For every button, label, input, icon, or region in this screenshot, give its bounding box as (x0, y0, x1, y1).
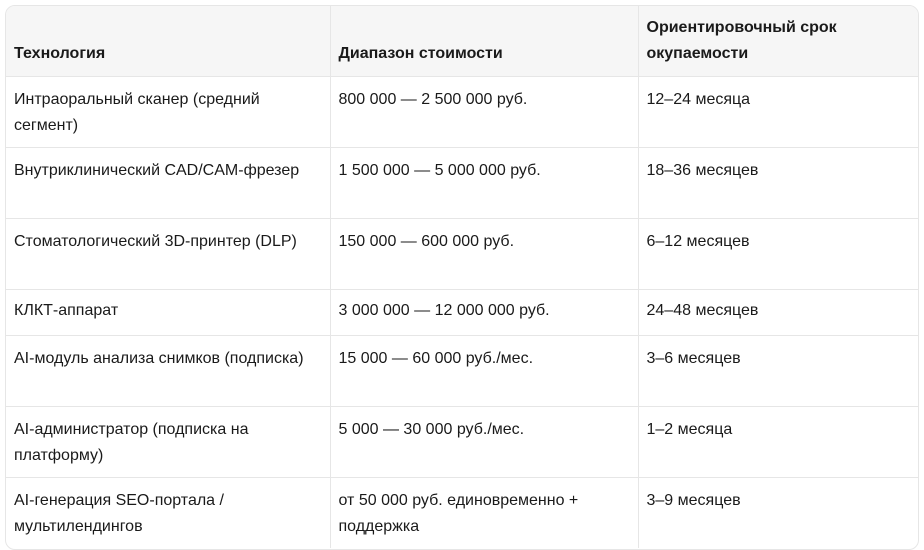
cell-cost-range: 5 000 — 30 000 руб./мес. (330, 406, 639, 478)
table-row: Стоматологический 3D-принтер (DLP) 150 0… (6, 218, 918, 290)
cell-cost-range: 800 000 — 2 500 000 руб. (330, 76, 639, 148)
cell-technology: AI-администратор (подписка на платформу) (6, 406, 331, 478)
cell-technology: Внутриклинический CAD/CAM-фрезер (6, 147, 331, 219)
table-row: Интраоральный сканер (средний сегмент) 8… (6, 76, 918, 148)
cell-cost-range: 3 000 000 — 12 000 000 руб. (330, 289, 639, 336)
cell-cost-range: 150 000 — 600 000 руб. (330, 218, 639, 290)
cell-payback-period: 24–48 месяцев (638, 289, 918, 336)
header-technology: Технология (6, 6, 331, 77)
cell-cost-range: от 50 000 руб. единовременно + поддержка (330, 477, 639, 548)
cost-payback-table: Технология Диапазон стоимости Ориентиров… (6, 6, 918, 548)
header-payback-period: Ориентировочный срок окупаемости (638, 6, 918, 77)
cell-cost-range: 1 500 000 — 5 000 000 руб. (330, 147, 639, 219)
cell-cost-range: 15 000 — 60 000 руб./мес. (330, 335, 639, 407)
cell-technology: AI-модуль анализа снимков (подписка) (6, 335, 331, 407)
table-header: Технология Диапазон стоимости Ориентиров… (6, 6, 918, 77)
cell-technology: КЛКТ-аппарат (6, 289, 331, 336)
cell-payback-period: 18–36 месяцев (638, 147, 918, 219)
table-row: AI-администратор (подписка на платформу)… (6, 406, 918, 478)
cell-technology: Интраоральный сканер (средний сегмент) (6, 76, 331, 148)
cell-payback-period: 1–2 месяца (638, 406, 918, 478)
table-body: Интраоральный сканер (средний сегмент) 8… (6, 76, 918, 548)
cell-payback-period: 6–12 месяцев (638, 218, 918, 290)
cell-technology: AI-генерация SEO-портала / мультилендинг… (6, 477, 331, 548)
cell-payback-period: 3–6 месяцев (638, 335, 918, 407)
table-row: AI-генерация SEO-портала / мультилендинг… (6, 477, 918, 548)
header-row: Технология Диапазон стоимости Ориентиров… (6, 6, 918, 77)
cell-payback-period: 12–24 месяца (638, 76, 918, 148)
cell-payback-period: 3–9 месяцев (646, 491, 741, 509)
cell-technology: Стоматологический 3D-принтер (DLP) (6, 218, 331, 290)
table-container: Технология Диапазон стоимости Ориентиров… (5, 5, 919, 550)
table-row: AI-модуль анализа снимков (подписка) 15 … (6, 335, 918, 407)
table-row: Внутриклинический CAD/CAM-фрезер 1 500 0… (6, 147, 918, 219)
table-row: КЛКТ-аппарат 3 000 000 — 12 000 000 руб.… (6, 289, 918, 336)
header-cost-range: Диапазон стоимости (330, 6, 639, 77)
